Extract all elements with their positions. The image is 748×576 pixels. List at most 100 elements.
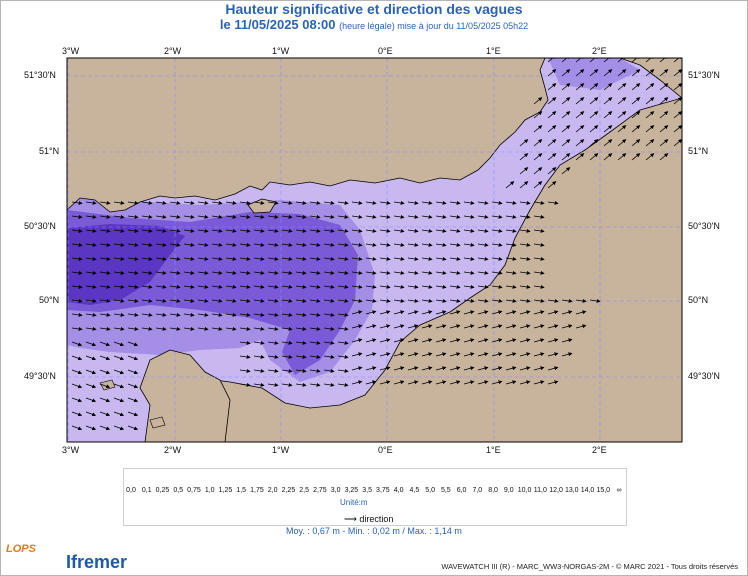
direction-arrow	[183, 284, 195, 289]
direction-arrow	[281, 326, 293, 331]
direction-arrow	[533, 214, 545, 219]
direction-arrow	[505, 310, 517, 315]
direction-arrow	[393, 242, 405, 247]
direction-arrow	[295, 368, 307, 373]
legend-tick-label: 0,0	[126, 487, 136, 494]
direction-arrow	[659, 153, 669, 161]
direction-arrow	[519, 214, 531, 219]
direction-arrow	[351, 256, 363, 261]
direction-arrow	[435, 324, 447, 329]
legend-tick-label: 2,0	[267, 487, 278, 494]
direction-arrow	[575, 139, 585, 147]
direction-arrow	[547, 181, 557, 189]
direction-arrow	[99, 298, 111, 303]
lat-label-left: 51°N	[39, 146, 60, 156]
direction-arrow	[519, 284, 531, 289]
legend-tick-label: 3,0	[330, 487, 341, 494]
direction-arrow	[337, 312, 349, 317]
direction-arrow	[281, 284, 293, 289]
direction-arrow	[463, 228, 475, 233]
direction-arrow	[71, 341, 83, 347]
direction-arrow	[659, 69, 669, 77]
direction-arrow	[393, 298, 405, 303]
direction-arrow	[351, 380, 363, 385]
direction-arrow	[435, 284, 447, 289]
direction-arrow	[477, 310, 489, 315]
direction-arrow	[253, 270, 265, 275]
direction-arrow	[547, 97, 557, 105]
direction-arrow	[519, 139, 529, 147]
direction-arrow	[547, 58, 557, 63]
direction-arrow	[449, 284, 461, 289]
direction-arrow	[323, 270, 335, 275]
direction-arrow	[239, 340, 251, 345]
direction-arrow	[477, 228, 489, 233]
arrow-icon: ⟶	[344, 514, 357, 524]
direction-arrow	[113, 411, 125, 417]
direction-arrow	[267, 242, 279, 247]
direction-arrow	[519, 310, 531, 315]
direction-arrow	[281, 228, 293, 233]
direction-arrow	[253, 340, 265, 345]
direction-arrow	[253, 214, 265, 219]
direction-arrow	[435, 200, 447, 205]
legend-tick-label: 7,0	[472, 487, 483, 494]
stats-line: Moy. : 0,67 m - Min. : 0,02 m / Max. : 1…	[286, 526, 462, 536]
direction-arrow	[505, 298, 517, 303]
direction-arrow	[239, 270, 251, 275]
direction-arrow	[379, 324, 391, 329]
direction-arrow	[85, 355, 97, 361]
direction-arrow	[323, 256, 335, 261]
direction-arrow	[267, 270, 279, 275]
direction-arrow	[225, 256, 237, 261]
direction-arrow	[491, 200, 503, 205]
legend-tick-label: 12,0	[549, 487, 563, 494]
direction-arrow	[673, 83, 682, 91]
direction-arrow	[533, 242, 545, 247]
direction-arrow	[547, 366, 559, 371]
legend-tick-label: 8,0	[488, 487, 498, 494]
direction-arrow	[393, 270, 405, 275]
direction-arrow	[113, 397, 125, 403]
direction-arrow	[225, 298, 237, 303]
direction-arrow	[533, 298, 545, 303]
direction-arrow	[337, 382, 349, 387]
direction-arrow	[337, 200, 349, 205]
direction-arrow	[239, 382, 251, 387]
direction-arrow	[449, 310, 461, 315]
direction-arrow	[183, 214, 195, 219]
lat-label-right: 50°N	[688, 295, 709, 305]
direction-arrow	[505, 270, 517, 275]
direction-arrow	[127, 228, 139, 233]
direction-arrow	[421, 298, 433, 303]
lat-label-left: 50°N	[39, 295, 60, 305]
direction-arrow	[393, 366, 405, 371]
direction-arrow	[113, 383, 125, 389]
direction-arrow	[645, 111, 655, 119]
direction-arrow	[449, 338, 461, 343]
direction-arrow	[533, 139, 543, 147]
direction-arrow	[379, 228, 391, 233]
direction-arrow	[267, 228, 279, 233]
direction-arrow	[197, 214, 209, 219]
direction-arrow	[407, 284, 419, 289]
direction-arrow	[561, 111, 571, 119]
direction-arrow	[99, 411, 111, 417]
direction-arrow	[141, 214, 153, 219]
direction-arrow	[589, 58, 599, 63]
direction-arrow	[197, 326, 209, 331]
direction-arrow	[211, 312, 223, 317]
direction-arrow	[477, 380, 489, 385]
direction-arrow	[267, 214, 279, 219]
direction-arrow	[365, 366, 377, 371]
direction-arrow	[113, 341, 125, 347]
lon-label-top: 0°E	[378, 46, 393, 56]
direction-arrow	[659, 97, 669, 105]
direction-arrow	[71, 298, 83, 303]
direction-arrow	[309, 242, 321, 247]
direction-arrow	[197, 256, 209, 261]
direction-arrow	[561, 139, 571, 147]
direction-arrow	[561, 324, 573, 329]
direction-arrow	[281, 354, 293, 359]
direction-arrow	[379, 338, 391, 343]
